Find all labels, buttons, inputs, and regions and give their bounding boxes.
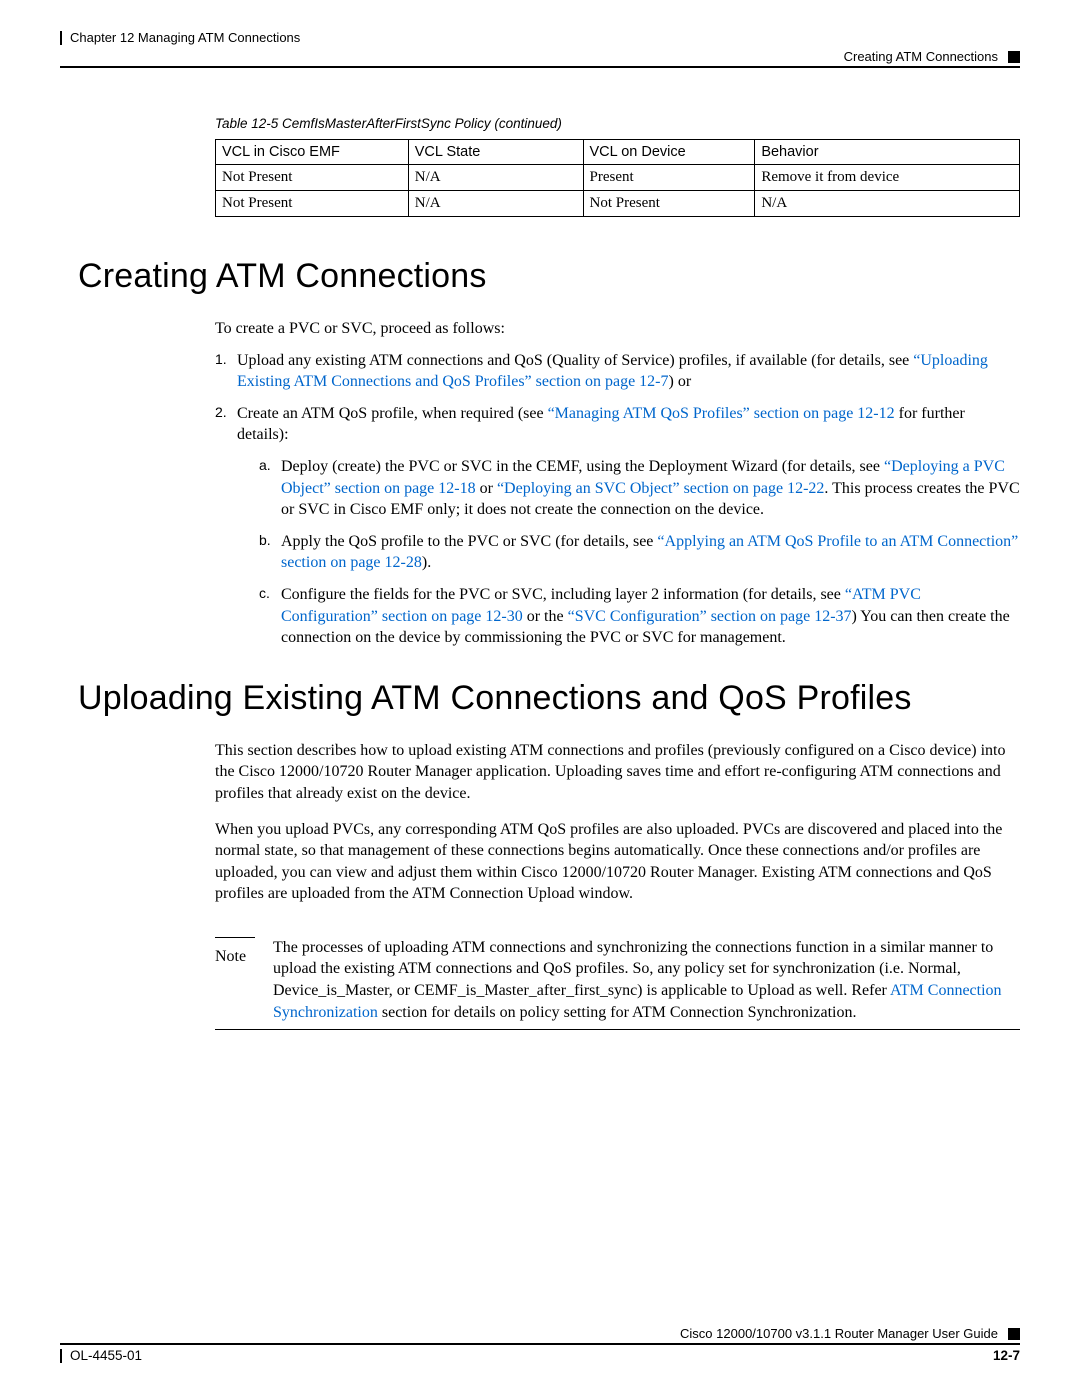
substep-text: Deploy (create) the PVC or SVC in the CE… bbox=[281, 458, 884, 475]
header-rule bbox=[60, 66, 1020, 68]
paragraph: When you upload PVCs, any corresponding … bbox=[215, 819, 1020, 905]
step-item: 1. Upload any existing ATM connections a… bbox=[215, 350, 1020, 393]
heading-creating-atm: Creating ATM Connections bbox=[78, 257, 1020, 296]
table-cell: N/A bbox=[755, 191, 1020, 217]
table-row: Not Present N/A Not Present N/A bbox=[216, 191, 1020, 217]
footer-bar-icon bbox=[60, 1349, 62, 1363]
section-label: Creating ATM Connections bbox=[844, 49, 998, 64]
table-cell: Remove it from device bbox=[755, 165, 1020, 191]
table-caption: Table 12-5 CemfIsMasterAfterFirstSync Po… bbox=[215, 116, 1020, 131]
substep-item: a. Deploy (create) the PVC or SVC in the… bbox=[259, 456, 1020, 521]
table-cell: Not Present bbox=[216, 165, 409, 191]
xref-link[interactable]: “SVC Configuration” section on page 12-3… bbox=[568, 608, 852, 625]
header-marker-icon bbox=[1008, 51, 1020, 63]
note-block: Note The processes of uploading ATM conn… bbox=[215, 937, 1020, 1023]
step-text: Create an ATM QoS profile, when required… bbox=[237, 405, 548, 422]
substep-letter: b. bbox=[259, 531, 271, 550]
footer-doc-id: OL-4455-01 bbox=[70, 1348, 142, 1363]
footer-guide-title: Cisco 12000/10700 v3.1.1 Router Manager … bbox=[680, 1326, 998, 1341]
footer-rule bbox=[60, 1343, 1020, 1345]
substep-letter: a. bbox=[259, 456, 271, 475]
table-header-row: VCL in Cisco EMF VCL State VCL on Device… bbox=[216, 140, 1020, 165]
table-header: VCL in Cisco EMF bbox=[216, 140, 409, 165]
substep-text: or the bbox=[523, 608, 568, 625]
intro-text: To create a PVC or SVC, proceed as follo… bbox=[215, 318, 1020, 340]
footer-marker-icon bbox=[1008, 1328, 1020, 1340]
note-body: The processes of uploading ATM connectio… bbox=[273, 937, 1020, 1023]
table-header: Behavior bbox=[755, 140, 1020, 165]
step-item: 2. Create an ATM QoS profile, when requi… bbox=[215, 403, 1020, 649]
step-number: 2. bbox=[215, 403, 227, 422]
table-header: VCL on Device bbox=[583, 140, 755, 165]
table-cell: N/A bbox=[408, 191, 583, 217]
table-row: Not Present N/A Present Remove it from d… bbox=[216, 165, 1020, 191]
chapter-label: Chapter 12 Managing ATM Connections bbox=[70, 30, 300, 45]
substep-text: Configure the fields for the PVC or SVC,… bbox=[281, 586, 845, 603]
xref-link[interactable]: “Deploying an SVC Object” section on pag… bbox=[497, 480, 824, 497]
table-cell: N/A bbox=[408, 165, 583, 191]
heading-uploading: Uploading Existing ATM Connections and Q… bbox=[78, 679, 1020, 718]
note-text: section for details on policy setting fo… bbox=[378, 1004, 857, 1021]
note-label: Note bbox=[215, 948, 246, 965]
step-number: 1. bbox=[215, 350, 227, 369]
note-bottom-rule bbox=[215, 1029, 1020, 1030]
table-cell: Not Present bbox=[216, 191, 409, 217]
table-cell: Present bbox=[583, 165, 755, 191]
substep-text: ). bbox=[422, 554, 431, 571]
substep-letter: c. bbox=[259, 584, 270, 603]
step-text: ) or bbox=[669, 373, 692, 390]
header-bar-icon bbox=[60, 31, 62, 45]
paragraph: This section describes how to upload exi… bbox=[215, 740, 1020, 805]
page-footer: Cisco 12000/10700 v3.1.1 Router Manager … bbox=[60, 1326, 1020, 1363]
substep-text: Apply the QoS profile to the PVC or SVC … bbox=[281, 533, 657, 550]
substep-item: b. Apply the QoS profile to the PVC or S… bbox=[259, 531, 1020, 574]
note-rule-icon bbox=[215, 937, 255, 938]
policy-table: VCL in Cisco EMF VCL State VCL on Device… bbox=[215, 139, 1020, 217]
step-text: Upload any existing ATM connections and … bbox=[237, 352, 913, 369]
running-subheader: Creating ATM Connections bbox=[60, 49, 1020, 64]
xref-link[interactable]: “Managing ATM QoS Profiles” section on p… bbox=[548, 405, 895, 422]
table-cell: Not Present bbox=[583, 191, 755, 217]
table-header: VCL State bbox=[408, 140, 583, 165]
running-header: Chapter 12 Managing ATM Connections bbox=[60, 30, 1020, 45]
substep-item: c. Configure the fields for the PVC or S… bbox=[259, 584, 1020, 649]
note-text: The processes of uploading ATM connectio… bbox=[273, 939, 993, 999]
footer-page-number: 12-7 bbox=[993, 1348, 1020, 1363]
substep-text: or bbox=[476, 480, 497, 497]
